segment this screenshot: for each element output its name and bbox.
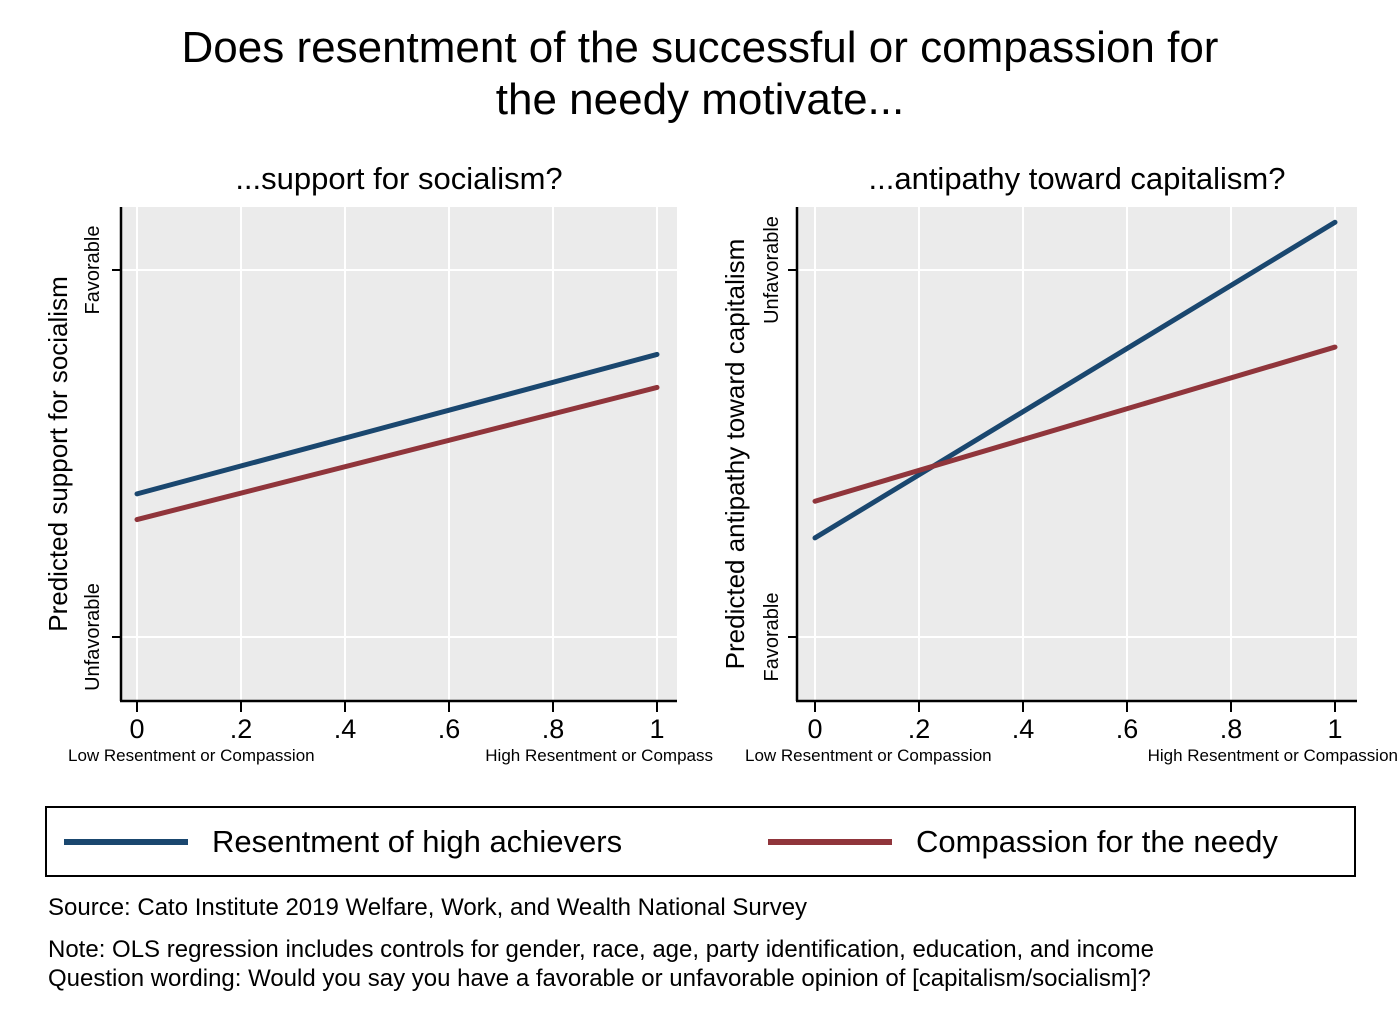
panel-right-x-caption-low: Low Resentment or Compassion (745, 746, 992, 765)
x-tick-label: .8 (541, 714, 565, 744)
x-tick-label: .8 (1219, 714, 1243, 744)
x-tick-label: .2 (229, 714, 253, 744)
x-tick-label: 0 (129, 714, 145, 744)
x-tick-label: .2 (907, 714, 931, 744)
panel-right-x-axis-captions: Low Resentment or Compassion High Resent… (745, 746, 1398, 766)
legend-label-compassion: Compassion for the needy (916, 824, 1278, 859)
panel-left-x-axis-captions: Low Resentment or Compassion High Resent… (68, 746, 713, 766)
source-note: Source: Cato Institute 2019 Welfare, Wor… (48, 894, 808, 921)
panel-left-title: ...support for socialism? (235, 161, 563, 196)
legend-line-swatch-resentment (64, 839, 188, 845)
panel-right-title: ...antipathy toward capitalism? (868, 161, 1286, 196)
x-tick-label: .4 (333, 714, 357, 744)
methodology-note: Note: OLS regression includes controls f… (48, 936, 1154, 963)
x-tick-label: .6 (1115, 714, 1139, 744)
panel-left-y-tick-bottom: Unfavorable (82, 583, 104, 691)
panel-left-x-caption-low: Low Resentment or Compassion (68, 746, 315, 765)
legend-line-swatch-compassion (768, 839, 892, 845)
plot-background (797, 207, 1357, 701)
x-tick-label: 1 (649, 714, 665, 744)
panel-right-plot-area (788, 207, 1357, 712)
panel-left-y-tick-top: Favorable (82, 225, 104, 315)
panel-right-y-tick-bottom: Favorable (761, 592, 783, 682)
panel-right-x-caption-high: High Resentment or Compassion (1147, 746, 1398, 765)
panel-right-y-tick-top: Unfavorable (761, 216, 783, 324)
series-line (812, 344, 1338, 504)
series-line (812, 219, 1338, 541)
question-wording-note: Question wording: Would you say you have… (48, 965, 1151, 992)
series-line (134, 384, 660, 523)
panel-left-plot-area (112, 207, 677, 712)
x-tick-label: 1 (1327, 714, 1343, 744)
chart-title: Does resentment of the successful or com… (181, 23, 1219, 124)
panel-left-y-axis-title: Predicted support for socialism (43, 276, 73, 632)
legend-label-resentment: Resentment of high achievers (212, 824, 623, 859)
x-tick-label: .6 (437, 714, 461, 744)
x-tick-label: 0 (807, 714, 823, 744)
series-line (134, 351, 660, 497)
x-tick-label: .4 (1011, 714, 1035, 744)
legend: Resentment of high achievers Compassion … (45, 806, 1356, 877)
panel-left-x-caption-high: High Resentment or Compass (485, 746, 713, 765)
panel-right-y-axis-title: Predicted antipathy toward capitalism (720, 238, 750, 670)
